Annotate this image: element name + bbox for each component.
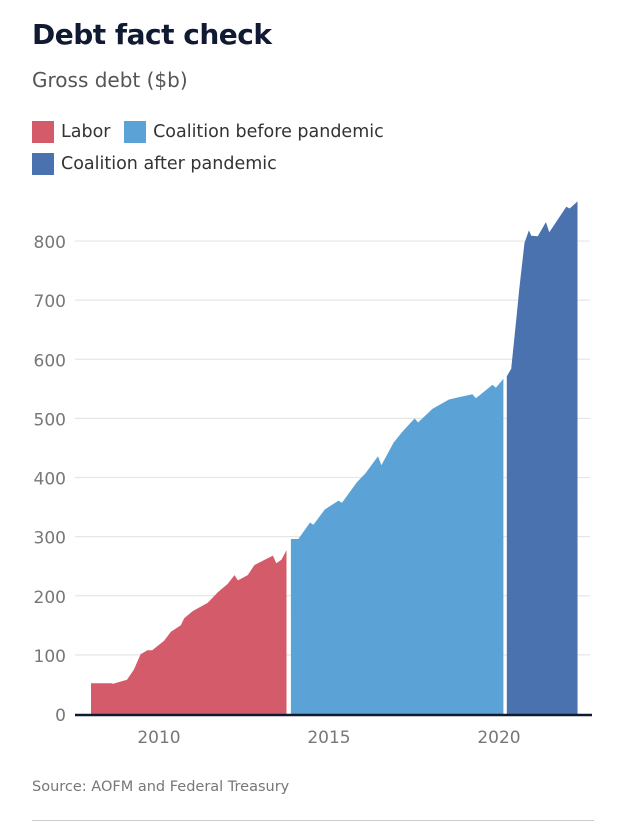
legend-item-coalition-before: Coalition before pandemic [124, 116, 384, 148]
legend-swatch-coalition-before [124, 121, 147, 143]
y-tick-label: 500 [34, 410, 66, 430]
y-tick-label: 800 [34, 233, 66, 253]
footer-divider [32, 820, 594, 821]
y-tick-label: 400 [34, 470, 66, 490]
chart-plot: 0 100 200 300 400 500 600 700 800 2010 2015 2020 [34, 201, 592, 748]
legend-item-labor: Labor [32, 116, 110, 148]
y-tick-label: 200 [34, 588, 66, 608]
area-series-coalition-after-pandemic [506, 201, 578, 714]
y-tick-label: 600 [34, 351, 66, 371]
y-tick-label: 100 [34, 647, 66, 667]
y-tick-label: 700 [34, 292, 66, 312]
chart-title: Debt fact check [32, 18, 272, 51]
legend-swatch-coalition-after [32, 153, 54, 175]
area-series-labor [91, 550, 287, 714]
y-tick-label: 300 [34, 529, 66, 549]
chart-subtitle: Gross debt ($b) [32, 68, 188, 92]
legend-label: Coalition after pandemic [61, 154, 277, 174]
legend-swatch-labor [32, 121, 54, 143]
x-tick-label: 2010 [137, 728, 180, 748]
x-tick-label: 2015 [307, 728, 350, 748]
legend-item-coalition-after: Coalition after pandemic [32, 148, 277, 180]
legend-label: Labor [61, 122, 111, 142]
legend: Labor Coalition before pandemic Coalitio… [32, 116, 452, 180]
y-tick-label: 0 [55, 706, 66, 726]
legend-label: Coalition before pandemic [153, 122, 384, 142]
source-note: Source: AOFM and Federal Treasury [32, 779, 290, 795]
area-series-coalition-before-pandemic [290, 378, 504, 714]
x-tick-label: 2020 [477, 728, 520, 748]
